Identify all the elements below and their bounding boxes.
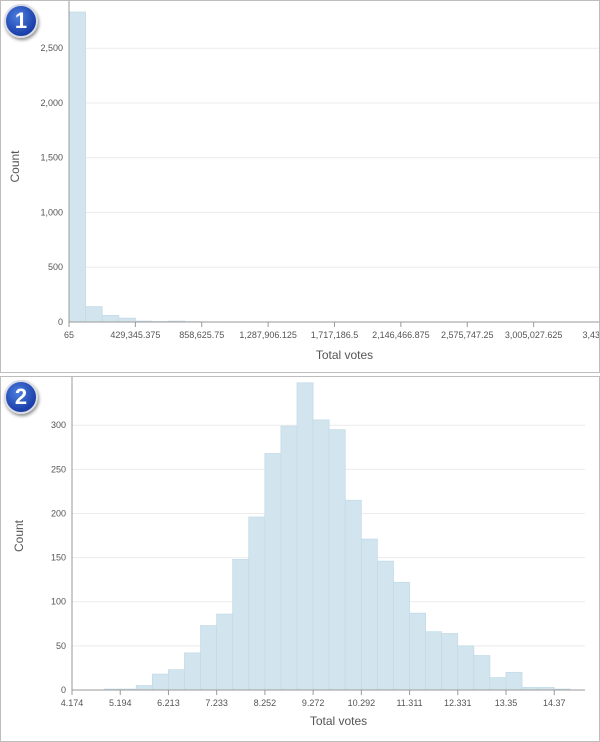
histogram-bar (68, 11, 86, 323)
x-tick-label: 5.194 (109, 698, 132, 708)
x-tick-label: 6.213 (157, 698, 180, 708)
histogram-bar (216, 613, 234, 691)
x-tick-label: 14.37 (543, 698, 566, 708)
x-tick-label: 3,434,30 (582, 330, 599, 340)
histogram-bar (184, 652, 201, 691)
histogram-bar (344, 499, 362, 691)
histogram-bar (296, 382, 314, 691)
y-tick-label: 0 (61, 685, 66, 695)
y-tick-label: 2,000 (40, 98, 63, 108)
x-tick-label: 1,717,186.5 (311, 330, 359, 340)
histogram-bar (505, 671, 523, 691)
x-tick-label: 7.233 (205, 698, 228, 708)
histogram-chart-2: 0 50 100 150 200 250 300 4.174 5.194 6.213 7.233 8.… (12, 377, 585, 728)
y-tick-label: 0 (58, 317, 63, 327)
y-tick-label: 100 (51, 597, 66, 607)
y-tick-label: 1,500 (40, 153, 63, 163)
histogram-bar (200, 625, 218, 691)
histogram-bar (135, 685, 153, 691)
x-tick-label: 4.174 (61, 698, 84, 708)
histogram-bar (101, 315, 120, 323)
x-axis-title: Total votes (316, 348, 373, 362)
histogram-bar (232, 558, 250, 691)
x-tick-label: 65 (64, 330, 74, 340)
x-tick-label: 858,625.75 (179, 330, 224, 340)
x-tick-label: 13.35 (495, 698, 518, 708)
step-badge-1: 1 (4, 4, 38, 38)
histogram-bar (264, 453, 282, 691)
histogram-bar (425, 631, 443, 691)
histogram-bar (248, 516, 266, 691)
x-tick-label: 12.331 (444, 698, 472, 708)
x-axis-title: Total votes (310, 714, 367, 728)
histogram-bar (168, 669, 185, 691)
histogram-bar (473, 655, 491, 691)
x-tick-label: 11.311 (396, 698, 422, 708)
histogram-panel-1: 0 500 1,000 1,500 2,000 2,500 65 429,345.375 858… (0, 0, 600, 373)
x-tick-label: 3,005,027.625 (505, 330, 563, 340)
histogram-bar (360, 538, 378, 691)
y-axis-title: Count (12, 519, 26, 552)
x-tick-label: 10.292 (348, 698, 376, 708)
histogram-bar (151, 673, 169, 691)
histogram-bar (312, 419, 330, 691)
y-axis-title: Count (8, 150, 22, 183)
x-tick-label: 2,575,747.25 (441, 330, 494, 340)
x-tick-label: 1,287,906.125 (239, 330, 297, 340)
histogram-bar (409, 612, 426, 691)
histogram-bar (457, 645, 475, 691)
y-tick-label: 300 (51, 420, 66, 430)
y-tick-label: 150 (51, 553, 66, 563)
histogram-bar (393, 581, 410, 691)
y-tick-label: 200 (51, 508, 66, 518)
x-tick-label: 8.252 (254, 698, 277, 708)
y-tick-label: 500 (48, 262, 63, 272)
histogram-panel-2: 0 50 100 150 200 250 300 4.174 5.194 6.213 7.233 8.… (0, 376, 600, 742)
histogram-bar (85, 306, 103, 323)
histogram-bar (328, 429, 346, 691)
histogram-chart-1: 0 500 1,000 1,500 2,000 2,500 65 429,345.375 858… (8, 1, 599, 362)
x-tick-label: 429,345.375 (110, 330, 160, 340)
histogram-bar (280, 425, 298, 691)
y-tick-label: 1,000 (40, 207, 63, 217)
histogram-bar (489, 677, 507, 691)
histogram-bar (118, 317, 136, 323)
y-tick-label: 2,500 (40, 43, 63, 53)
x-tick-label: 2,146,466.875 (372, 330, 430, 340)
x-tick-label: 9.272 (302, 698, 325, 708)
histogram-bar (376, 560, 394, 691)
histogram-bar (441, 633, 459, 691)
y-tick-label: 250 (51, 464, 66, 474)
y-tick-label: 50 (56, 641, 66, 651)
step-badge-2: 2 (4, 380, 38, 414)
